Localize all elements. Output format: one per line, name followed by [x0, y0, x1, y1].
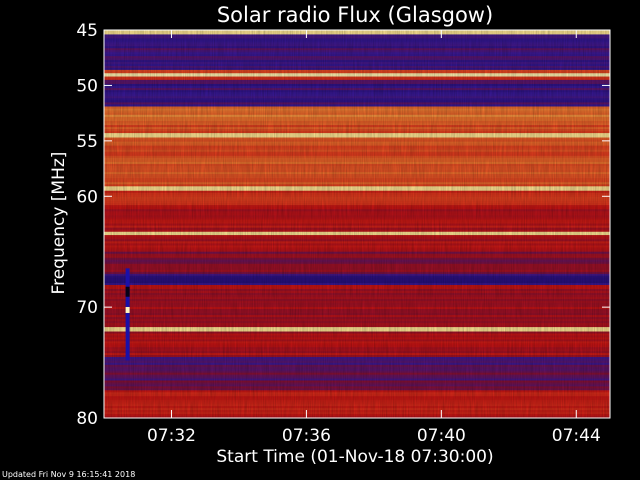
y-tick-label: 60	[76, 187, 98, 207]
plot-frame	[103, 29, 611, 419]
updated-timestamp: Updated Fri Nov 9 16:15:41 2018	[2, 470, 135, 479]
y-tick-label: 50	[76, 76, 98, 96]
burst-column	[125, 268, 130, 361]
x-axis-label: Start Time (01-Nov-18 07:30:00)	[216, 447, 493, 467]
y-tick-label: 70	[76, 298, 98, 318]
y-tick-label: 45	[76, 21, 98, 41]
y-axis-label: Frequency [MHz]	[49, 152, 69, 295]
burst-dark-segment	[125, 286, 130, 297]
y-axis: 45 50 55 60 70 80	[76, 21, 610, 429]
x-tick-label: 07:36	[282, 426, 331, 446]
x-tick-label: 07:44	[552, 426, 601, 446]
y-tick-label: 80	[76, 409, 98, 429]
y-tick-label: 55	[76, 132, 98, 152]
burst-highlight	[125, 306, 130, 313]
x-tick-label: 07:32	[147, 426, 196, 446]
x-axis: 07:32 07:36 07:40 07:44	[147, 30, 601, 446]
plot-area	[103, 29, 611, 419]
x-tick-label: 07:40	[417, 426, 466, 446]
chart-title: Solar radio Flux (Glasgow)	[217, 3, 493, 27]
noise-texture	[104, 30, 610, 418]
